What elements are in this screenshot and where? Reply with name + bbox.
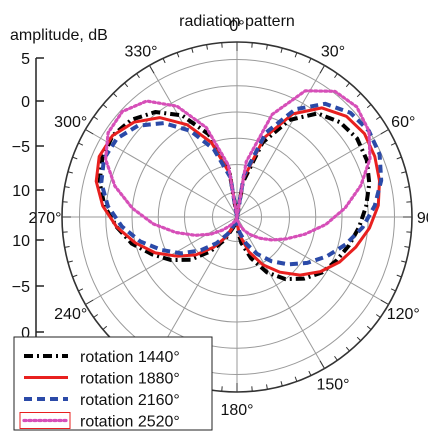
outer-tick	[103, 105, 107, 108]
grid-spoke	[150, 65, 238, 217]
outer-tick	[320, 65, 325, 73]
outer-tick	[103, 326, 107, 329]
angle-tick-label: 330°	[124, 44, 157, 61]
radial-tick-label: −5	[12, 279, 30, 296]
outer-tick	[78, 289, 83, 291]
radial-tick-label: 10	[12, 183, 30, 200]
angle-tick-label: 180°	[220, 402, 253, 419]
grid-spoke	[85, 217, 237, 305]
outer-tick	[401, 172, 406, 173]
angle-tick-label: 90°	[417, 210, 428, 227]
angle-tick-label: 300°	[54, 114, 87, 131]
outer-tick	[335, 74, 338, 78]
legend-label: rotation 2520°	[80, 414, 180, 431]
outer-tick	[376, 315, 380, 318]
outer-tick	[65, 187, 70, 188]
outer-tick	[125, 83, 128, 87]
angle-tick-label: 30°	[321, 44, 345, 61]
outer-tick	[177, 53, 179, 58]
outer-tick	[281, 381, 282, 386]
outer-tick	[346, 83, 349, 87]
radial-tick-label: 10	[12, 233, 30, 250]
outer-tick	[68, 172, 73, 173]
outer-tick	[94, 315, 98, 318]
outer-tick	[357, 337, 361, 341]
outer-tick	[346, 347, 349, 351]
outer-tick	[267, 384, 268, 389]
outer-tick	[295, 53, 297, 58]
angle-tick-label: 150°	[316, 376, 349, 393]
outer-tick	[78, 143, 83, 145]
outer-tick	[73, 157, 78, 159]
outer-tick	[85, 300, 93, 305]
legend-label: rotation 1440°	[80, 349, 180, 366]
outer-tick	[391, 143, 396, 145]
outer-tick	[367, 105, 371, 108]
outer-tick	[73, 275, 78, 277]
outer-tick	[397, 157, 402, 159]
chart-title: radiation pattern	[179, 13, 295, 30]
outer-tick	[376, 117, 380, 120]
radial-tick-label: 0	[21, 94, 30, 111]
legend-label: rotation 2160°	[80, 392, 180, 409]
outer-tick	[113, 93, 117, 97]
outer-tick	[267, 45, 268, 50]
outer-tick	[207, 45, 208, 50]
angle-tick-label: 270°	[28, 210, 61, 227]
radial-tick-label: −5	[12, 139, 30, 156]
legend: rotation 1440° rotation 1880° rotation 216…	[14, 337, 212, 431]
outer-tick	[295, 377, 297, 382]
outer-tick	[65, 247, 70, 248]
outer-tick	[137, 74, 140, 78]
outer-tick	[68, 261, 73, 262]
angle-tick-label: 120°	[387, 306, 420, 323]
outer-tick	[381, 300, 389, 305]
outer-tick	[320, 361, 325, 369]
outer-tick	[309, 371, 311, 376]
outer-tick	[404, 247, 409, 248]
outer-tick	[397, 275, 402, 277]
radial-tick-label: 5	[21, 51, 30, 68]
outer-tick	[281, 48, 282, 53]
legend-label: rotation 1880°	[80, 371, 180, 388]
outer-tick	[163, 58, 165, 63]
angle-tick-label: 240°	[54, 306, 87, 323]
outer-tick	[381, 130, 389, 135]
outer-tick	[94, 117, 98, 120]
series-group	[96, 91, 381, 279]
angle-tick-label: 60°	[391, 114, 415, 131]
y-axis-label: amplitude, dB	[10, 27, 108, 44]
outer-tick	[357, 93, 361, 97]
outer-tick	[309, 58, 311, 63]
outer-tick	[192, 48, 193, 53]
outer-tick	[150, 65, 155, 73]
outer-tick	[367, 326, 371, 329]
grid-spoke	[237, 65, 325, 217]
outer-tick	[404, 187, 409, 188]
outer-tick	[335, 356, 338, 360]
outer-tick	[391, 289, 396, 291]
outer-tick	[401, 261, 406, 262]
